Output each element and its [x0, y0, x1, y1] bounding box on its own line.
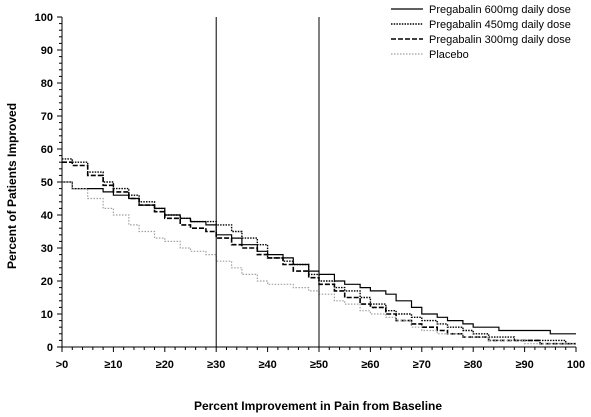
- y-tick-label: 0: [47, 342, 53, 354]
- y-tick-label: 100: [35, 12, 53, 24]
- x-tick-label: ≥30: [207, 359, 225, 371]
- y-tick-label: 10: [41, 309, 53, 321]
- y-tick-label: 70: [41, 111, 53, 123]
- legend-label-3: Pregabalin 300mg daily dose: [429, 34, 571, 46]
- y-tick-label: 50: [41, 177, 53, 189]
- x-tick-label: 100: [567, 359, 585, 371]
- x-tick-label: ≥20: [156, 359, 174, 371]
- y-tick-label: 40: [41, 210, 53, 222]
- x-tick-label: ≥50: [310, 359, 328, 371]
- y-tick-label: 90: [41, 45, 53, 57]
- legend-label-2: Pregabalin 450mg daily dose: [429, 19, 571, 31]
- x-axis-title: Percent Improvement in Pain from Baselin…: [194, 399, 442, 413]
- x-tick-label: ≥90: [515, 359, 533, 371]
- legend-label-4: Placebo: [429, 49, 469, 61]
- x-tick-label: ≥80: [464, 359, 482, 371]
- reference-lines: [215, 17, 320, 347]
- y-tick-label: 60: [41, 144, 53, 156]
- x-tick-label: ≥10: [104, 359, 122, 371]
- x-tick-label: >0: [56, 359, 69, 371]
- y-tick-label: 20: [41, 276, 53, 288]
- y-axis-title: Percent of Patients Improved: [5, 103, 19, 269]
- x-tick-label: ≥70: [413, 359, 431, 371]
- series-layer: [62, 158, 576, 345]
- legend: Pregabalin 600mg daily dose Pregabalin 45…: [391, 4, 571, 61]
- series-line-4: [62, 181, 576, 345]
- y-tick-label: 80: [41, 78, 53, 90]
- axes: 0 10 20 30 40 50 60 70 80 90 100 >0 ≥10 ≥20 ≥30 ≥40 ≥50 ≥…: [35, 12, 586, 371]
- x-tick-label: ≥60: [361, 359, 379, 371]
- y-tick-label: 30: [41, 243, 53, 255]
- x-tick-label: ≥40: [258, 359, 276, 371]
- legend-label-1: Pregabalin 600mg daily dose: [429, 4, 571, 16]
